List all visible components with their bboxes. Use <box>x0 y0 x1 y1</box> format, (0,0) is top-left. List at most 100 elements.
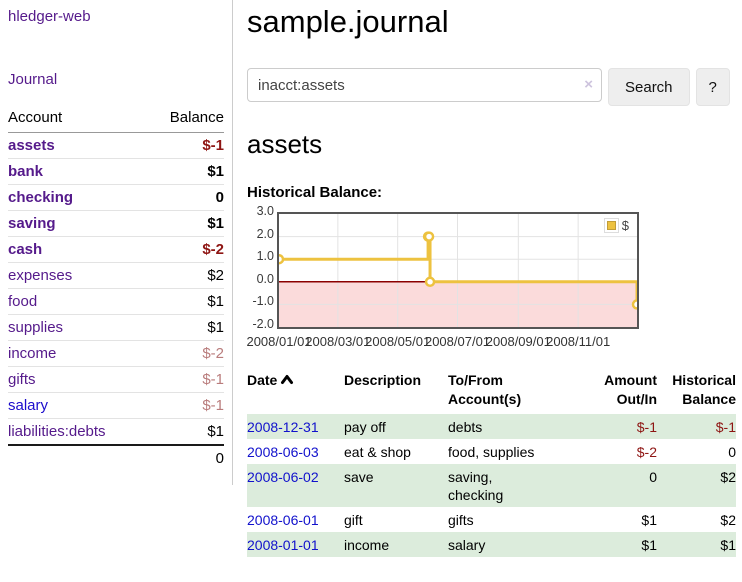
account-link[interactable]: liabilities:debts <box>8 423 106 440</box>
account-row: salary $-1 <box>8 392 224 419</box>
register-col-accounts: To/From Account(s) <box>448 372 522 407</box>
account-balance: $1 <box>146 288 224 315</box>
register-col-description: Description <box>344 372 422 388</box>
transaction-date-link[interactable]: 2008-01-01 <box>247 537 319 553</box>
transaction-date-link[interactable]: 2008-06-02 <box>247 469 319 485</box>
transaction-accounts: saving, checking <box>448 464 581 507</box>
account-link[interactable]: saving <box>8 215 56 232</box>
search-input[interactable] <box>247 68 602 102</box>
historical-balance-chart: 3.0 2.0 1.0 0.0 -1.0 -2.0 2008/01/01 2008/03/01… <box>246 204 643 350</box>
account-link[interactable]: income <box>8 345 57 362</box>
transaction-date-link[interactable]: 2008-12-31 <box>247 419 319 435</box>
transaction-date-link[interactable]: 2008-06-01 <box>247 512 319 528</box>
chart-legend: $ <box>603 218 629 233</box>
accounts-header-balance: Balance <box>146 107 224 133</box>
transaction-description: income <box>344 532 448 557</box>
register-row: 2008-06-01 gift gifts $1 $2 <box>247 507 736 532</box>
transaction-amount: $-1 <box>581 414 657 439</box>
transaction-amount: 0 <box>581 464 657 507</box>
search-button[interactable]: Search <box>608 68 690 106</box>
transaction-balance: $2 <box>720 512 736 528</box>
register-col-amount: Amount Out/In <box>604 372 657 407</box>
account-row: saving $1 <box>8 210 224 237</box>
account-link[interactable]: assets <box>8 137 55 154</box>
accounts-total-row: 0 <box>8 444 224 471</box>
transaction-amount: $1 <box>581 532 657 557</box>
transaction-accounts: food, supplies <box>448 444 535 460</box>
y-axis-tick-label: 3.0 <box>256 204 274 218</box>
account-link[interactable]: bank <box>8 163 44 180</box>
account-link[interactable]: supplies <box>8 319 64 336</box>
transaction-balance: 0 <box>728 444 736 460</box>
y-axis-tick-label: 0.0 <box>256 271 274 286</box>
transaction-balance: $1 <box>657 532 736 557</box>
account-link[interactable]: cash <box>8 241 43 258</box>
account-row: gifts $-1 <box>8 366 224 393</box>
y-axis-tick-label: 1.0 <box>256 249 274 264</box>
account-row: liabilities:debts $1 <box>8 418 224 446</box>
account-balance: $1 <box>146 158 224 185</box>
account-balance: 0 <box>146 184 224 211</box>
x-axis-tick-label: 2008/05/01 <box>365 334 431 349</box>
register-table: Date Description To/From Account(s) Amou… <box>247 369 736 557</box>
register-row: 2008-12-31 pay off debts $-1 $-1 <box>247 414 736 439</box>
account-title: assets <box>247 129 323 159</box>
x-axis-tick-label: 2008/07/01 <box>424 334 491 349</box>
nav-journal-link[interactable]: Journal <box>8 71 58 88</box>
account-link[interactable]: food <box>8 293 38 310</box>
data-point-marker <box>424 276 436 288</box>
transaction-amount: $1 <box>641 512 657 528</box>
account-balance: $-1 <box>146 132 224 159</box>
x-axis-tick-label: 2008/11/01 <box>546 334 611 349</box>
x-axis-tick-label: 2008/03/01 <box>305 334 371 349</box>
register-col-date[interactable]: Date <box>247 369 344 414</box>
accounts-table: Account Balance assets $-1 bank $1 checking 0… <box>8 107 224 471</box>
register-row: 2008-01-01 income salary $1 $1 <box>247 532 736 557</box>
register-col-balance: Historical Balance <box>672 372 736 407</box>
account-link[interactable]: salary <box>8 397 49 414</box>
main-content: sample.journal × Search ? assets Histori… <box>246 0 736 557</box>
transaction-balance: $-1 <box>657 414 736 439</box>
account-row: food $1 <box>8 288 224 315</box>
account-row: assets $-1 <box>8 132 224 159</box>
transaction-description: gift <box>344 512 363 528</box>
account-row: bank $1 <box>8 158 224 185</box>
transaction-balance: $2 <box>657 464 736 507</box>
data-point-marker <box>273 253 285 265</box>
account-balance: $-2 <box>146 236 224 263</box>
transaction-description: pay off <box>344 414 448 439</box>
accounts-total-value: 0 <box>146 444 224 471</box>
account-balance: $1 <box>146 210 224 237</box>
transaction-date-link[interactable]: 2008-06-03 <box>247 444 319 460</box>
chart-plot-area <box>273 212 643 329</box>
account-balance: $1 <box>146 314 224 341</box>
account-balance: $2 <box>146 262 224 289</box>
search-form: × Search ? <box>247 68 736 106</box>
sort-ascending-icon <box>281 375 294 384</box>
y-axis-tick-label: 2.0 <box>256 226 274 241</box>
account-link[interactable]: checking <box>8 189 74 206</box>
account-balance: $1 <box>146 418 224 446</box>
data-point-marker <box>631 299 643 310</box>
help-button[interactable]: ? <box>695 68 730 106</box>
account-balance: $-2 <box>146 340 224 367</box>
account-link[interactable]: gifts <box>8 371 36 388</box>
register-header-row: Date Description To/From Account(s) Amou… <box>247 369 736 414</box>
transaction-accounts: debts <box>448 414 581 439</box>
x-axis-tick-label: 2008/01/01 <box>246 334 312 349</box>
account-row: income $-2 <box>8 340 224 367</box>
account-link[interactable]: expenses <box>8 267 73 284</box>
search-box: × <box>247 68 602 102</box>
y-axis-tick-label: -2.0 <box>252 317 274 331</box>
transaction-amount: $-2 <box>636 444 657 460</box>
page-title: sample.journal <box>247 4 449 39</box>
legend-label: $ <box>621 218 629 233</box>
clear-search-icon[interactable]: × <box>584 76 593 93</box>
accounts-header-account: Account <box>8 107 147 133</box>
data-point-marker <box>423 231 435 242</box>
transaction-accounts: salary <box>448 532 581 557</box>
chart-title: Historical Balance: <box>247 184 383 201</box>
app-brand-link[interactable]: hledger-web <box>8 8 91 25</box>
account-balance: $-1 <box>146 366 224 393</box>
account-row: expenses $2 <box>8 262 224 289</box>
